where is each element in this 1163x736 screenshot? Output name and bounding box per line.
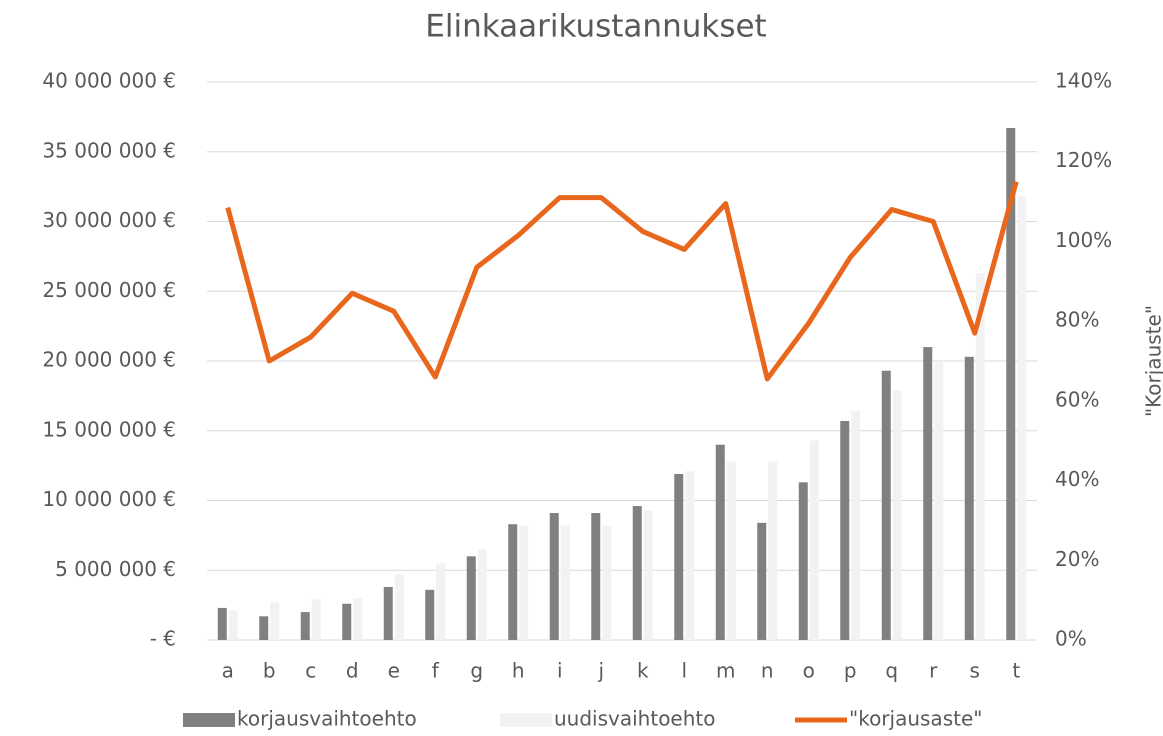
x-tick-label: k [637, 659, 649, 683]
y-tick-label: 30 000 000 € [42, 208, 176, 232]
x-tick-label: j [597, 659, 604, 683]
legend-label: "korjausaste" [849, 707, 982, 731]
x-tick-label: e [388, 659, 400, 683]
y2-tick-label: 20% [1055, 547, 1099, 571]
bar [798, 482, 808, 640]
y-tick-label: - € [150, 627, 176, 651]
bar [560, 525, 570, 640]
bar [643, 510, 653, 640]
y-tick-label: 10 000 000 € [42, 487, 176, 511]
y2-tick-label: 120% [1055, 148, 1112, 172]
y-tick-label: 25 000 000 € [42, 278, 176, 302]
legend-label: korjausvaihtoehto [237, 707, 417, 731]
bar [259, 616, 269, 640]
x-tick-label: r [929, 659, 938, 683]
bar [923, 347, 933, 640]
y2-tick-label: 100% [1055, 228, 1112, 252]
x-tick-label: m [716, 659, 735, 683]
bar [436, 563, 446, 640]
x-tick-label: g [470, 659, 483, 683]
x-tick-label: s [970, 659, 980, 683]
x-tick-label: f [432, 659, 440, 683]
y2-tick-label: 140% [1055, 69, 1112, 93]
bar [674, 473, 684, 640]
y2-axis-title: "Korjauste" [1142, 305, 1163, 417]
x-tick-label: i [557, 659, 563, 683]
bar [632, 506, 642, 640]
x-tick-label: p [844, 659, 857, 683]
legend-swatch [500, 713, 552, 727]
bar [228, 610, 238, 640]
x-tick-label: c [305, 659, 316, 683]
chart-title: Elinkaarikustannukset [425, 9, 766, 45]
bar [685, 471, 695, 640]
x-tick-label: n [761, 659, 774, 683]
y-tick-label: 35 000 000 € [42, 138, 176, 162]
y-tick-label: 5 000 000 € [55, 557, 176, 581]
bar [549, 513, 559, 640]
bar [809, 440, 819, 640]
x-tick-label: h [512, 659, 525, 683]
bar [383, 586, 393, 640]
bar [964, 356, 974, 640]
x-tick-label: l [681, 659, 687, 683]
x-tick-label: o [803, 659, 815, 683]
bar [975, 273, 985, 640]
bar [425, 589, 435, 640]
bar [602, 525, 612, 640]
bar [217, 607, 227, 640]
legend-label: uudisvaihtoehto [554, 707, 715, 731]
x-tick-label: b [263, 659, 276, 683]
bar [1006, 128, 1016, 640]
bar [851, 411, 861, 640]
bar [519, 525, 529, 640]
bar [934, 362, 944, 640]
bar [477, 549, 487, 640]
bar [353, 598, 363, 640]
bar [881, 370, 891, 640]
bar [508, 524, 518, 640]
y-tick-label: 20 000 000 € [42, 348, 176, 372]
bar [757, 522, 767, 640]
y2-tick-label: 60% [1055, 387, 1099, 411]
bar [892, 390, 902, 640]
bar [342, 603, 352, 640]
y2-tick-label: 0% [1055, 627, 1087, 651]
x-tick-label: t [1012, 659, 1020, 683]
bar [300, 612, 310, 640]
x-tick-label: a [222, 659, 234, 683]
bar [394, 574, 404, 640]
x-tick-label: d [346, 659, 359, 683]
y-tick-label: 40 000 000 € [42, 69, 176, 93]
line-series [225, 180, 1019, 382]
bar [270, 602, 280, 640]
y2-tick-label: 40% [1055, 467, 1099, 491]
bar [726, 461, 736, 640]
bar [466, 556, 476, 640]
bar [311, 599, 321, 640]
bar [715, 444, 725, 640]
x-tick-label: q [885, 659, 898, 683]
bar [768, 461, 778, 640]
bar [1017, 196, 1027, 640]
bar [840, 420, 850, 640]
y2-tick-label: 80% [1055, 308, 1099, 332]
bar [591, 513, 601, 640]
legend-swatch [183, 713, 235, 727]
y-tick-label: 15 000 000 € [42, 417, 176, 441]
